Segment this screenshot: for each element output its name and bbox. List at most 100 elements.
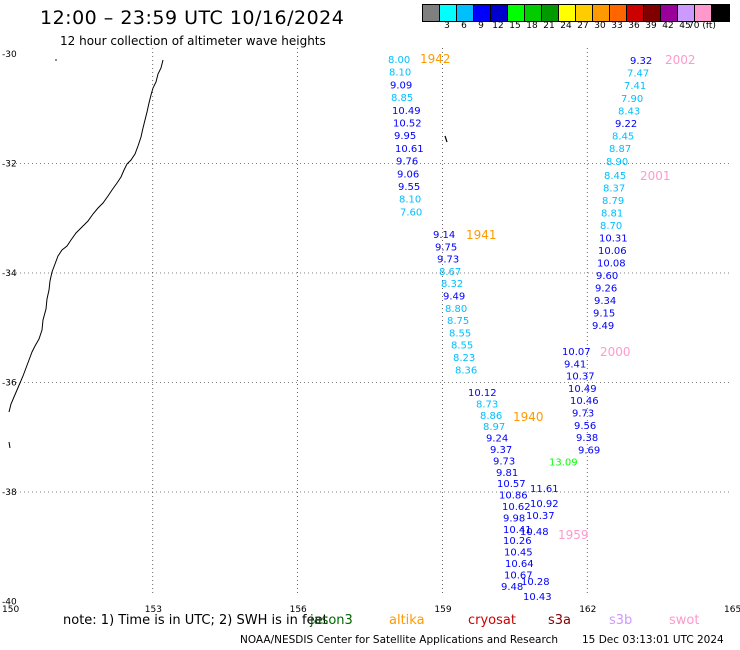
longitude-label: 159 [434, 605, 451, 615]
color-swatch [610, 5, 627, 21]
wave-height-value: 8.73 [476, 399, 498, 410]
generated-timestamp: 15 Dec 03:13:01 UTC 2024 [582, 634, 724, 646]
wave-height-value: 9.26 [595, 284, 617, 295]
color-scale-label: 70 (ft) [688, 21, 716, 31]
color-swatch [678, 5, 695, 21]
longitude-label: 162 [579, 605, 596, 615]
wave-height-value: 10.62 [502, 502, 531, 513]
color-swatch [712, 5, 729, 21]
satellite-legend-cryosat: cryosat [468, 613, 516, 628]
wave-height-value: 8.36 [455, 365, 477, 376]
longitude-label: 153 [145, 605, 162, 615]
island-outline [55, 59, 57, 61]
wave-height-value: 8.90 [606, 157, 628, 168]
wave-height-value: 10.41 [503, 525, 532, 536]
wave-height-value: 10.57 [497, 479, 526, 490]
coastline [8, 59, 164, 413]
wave-height-value: 13.09 [549, 458, 578, 469]
wave-height-value: 7.47 [627, 69, 649, 80]
map-subtitle: 12 hour collection of altimeter wave hei… [60, 34, 326, 48]
wave-height-value: 10.28 [521, 577, 550, 588]
wave-height-value: 8.10 [399, 195, 421, 206]
wave-height-value: 10.64 [505, 559, 534, 570]
color-swatch [576, 5, 593, 21]
pass-time-label: 1959 [558, 528, 589, 542]
wave-height-value: 7.60 [400, 207, 422, 218]
wave-height-value: 9.15 [593, 309, 615, 320]
color-scale-label: 24 [560, 21, 572, 31]
color-swatch [559, 5, 576, 21]
color-swatch [644, 5, 661, 21]
wave-height-value: 9.73 [493, 456, 515, 467]
color-scale-label: 30 [594, 21, 606, 31]
wave-height-value: 9.49 [443, 292, 465, 303]
color-scale-label: 6 [461, 21, 467, 31]
wave-height-value: 9.24 [486, 434, 508, 445]
color-swatch [508, 5, 525, 21]
longitude-label: 165 [724, 605, 740, 615]
color-swatch [474, 5, 491, 21]
wave-height-value: 9.56 [574, 421, 596, 432]
pass-time-label: 1941 [466, 228, 497, 242]
pass-time-label: 1940 [513, 410, 544, 424]
wave-height-value: 9.37 [490, 445, 512, 456]
color-scale-label: 27 [577, 21, 589, 31]
color-swatch [491, 5, 508, 21]
color-swatch [593, 5, 610, 21]
latitude-label: -38 [2, 488, 17, 498]
wave-height-value: 11.61 [530, 484, 559, 495]
satellite-legend-swot: swot [669, 613, 700, 628]
pass-time-label: 2000 [600, 345, 631, 359]
wave-height-value: 10.07 [562, 347, 591, 358]
wave-height-value: 8.45 [612, 132, 634, 143]
wave-height-value: 9.76 [396, 157, 418, 168]
wave-height-value: 8.55 [451, 341, 473, 352]
track-1941: 9.149.759.738.678.329.498.808.758.558.55… [433, 228, 497, 376]
wave-height-value: 10.37 [526, 511, 555, 522]
latitude-label: -30 [2, 50, 17, 60]
wave-height-color-scale [422, 4, 730, 22]
color-scale-label: 45 [679, 21, 691, 31]
wave-height-value: 10.48 [520, 527, 549, 538]
satellite-legend-s3a: s3a [548, 613, 572, 628]
latitude-label: -36 [2, 379, 17, 389]
latitude-label: -34 [2, 269, 17, 279]
wave-height-value: 8.87 [609, 144, 631, 155]
wave-height-value: 8.75 [447, 316, 469, 327]
latitude-label: -40 [2, 598, 17, 608]
wave-height-value: 9.98 [503, 513, 525, 524]
wave-height-value: 10.12 [468, 388, 497, 399]
color-swatch [542, 5, 559, 21]
wave-height-value: 10.92 [530, 499, 559, 510]
wave-height-value: 9.75 [435, 242, 457, 253]
wave-height-value: 9.73 [572, 409, 594, 420]
footer-note: note: 1) Time is in UTC; 2) SWH is in fe… [63, 613, 328, 628]
color-scale-label: 3 [444, 21, 450, 31]
pass-time-label: 1942 [420, 52, 451, 66]
wave-height-value: 9.34 [594, 296, 616, 307]
wave-height-value: 10.49 [568, 384, 597, 395]
pass-time-label: 2002 [665, 53, 696, 67]
wave-height-value: 8.43 [618, 106, 640, 117]
track-2002: 9.32 7.477.41 7.908.43 9.22 8.458.87 8.90 2002 [606, 53, 696, 168]
wave-height-value: 9.69 [578, 445, 600, 456]
wave-height-value: 9.09 [390, 80, 412, 91]
wave-height-value: 9.49 [592, 321, 614, 332]
credit-line: NOAA/NESDIS Center for Satellite Applica… [240, 634, 558, 646]
wave-height-value: 10.52 [393, 119, 422, 130]
wave-height-value: 10.37 [566, 372, 595, 383]
wave-height-value: 10.45 [504, 548, 533, 559]
satellite-legend-jason3: jason3 [310, 613, 353, 628]
wave-height-value: 9.55 [398, 182, 420, 193]
wave-height-value: 8.70 [600, 221, 622, 232]
wave-height-value: 8.97 [483, 422, 505, 433]
wave-height-value: 8.80 [445, 304, 467, 315]
track-1942: 8.008.109.098.8510.4910.529.9510.619.769… [388, 52, 451, 218]
wave-height-value: 10.06 [598, 246, 627, 257]
color-scale-label: 42 [662, 21, 674, 31]
wave-height-value: 7.41 [624, 81, 646, 92]
color-swatch [627, 5, 644, 21]
wave-height-value: 10.46 [570, 396, 599, 407]
color-scale-labels: 3 6 9 12 15 18 21 24 27 30 33 36 39 42 45 70 (ft) [422, 21, 740, 33]
wave-height-value: 9.22 [615, 119, 637, 130]
